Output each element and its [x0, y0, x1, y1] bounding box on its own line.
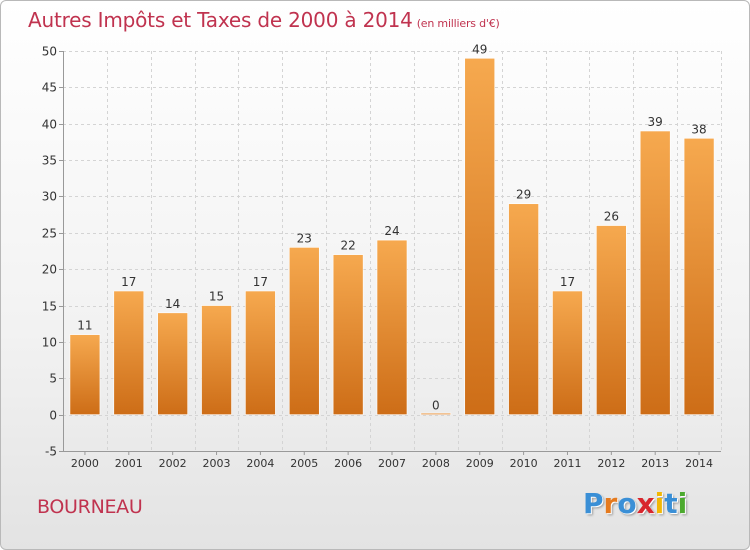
data-label: 23 — [297, 231, 312, 245]
data-label: 11 — [77, 319, 92, 333]
data-label: 38 — [691, 122, 706, 136]
logo-letter: i — [677, 487, 688, 520]
y-tick-label: 5 — [49, 372, 57, 386]
y-tick-label: 30 — [42, 190, 57, 204]
x-tick-label: 2008 — [422, 457, 450, 470]
x-tick-label: 2009 — [466, 457, 494, 470]
data-label: 22 — [340, 239, 355, 253]
y-tick-label: 25 — [42, 227, 57, 241]
data-label: 17 — [560, 275, 575, 289]
bar — [420, 412, 452, 415]
bar — [69, 334, 101, 415]
y-tick-label: 50 — [42, 45, 57, 59]
y-tick-label: 15 — [42, 300, 57, 314]
commune-name: BOURNEAU — [37, 496, 143, 518]
x-tick-label: 2003 — [203, 457, 231, 470]
bar — [596, 225, 627, 415]
y-tick-label: 35 — [42, 154, 57, 168]
bar — [288, 247, 320, 415]
y-tick-label: 40 — [42, 118, 57, 132]
x-tick-label: 2001 — [115, 457, 143, 470]
y-tick-label: -5 — [45, 445, 57, 459]
data-label: 26 — [604, 210, 619, 224]
logo-letter: r — [603, 487, 618, 520]
y-tick-label: 45 — [42, 81, 57, 95]
y-tick-label: 20 — [42, 263, 57, 277]
data-label: 15 — [209, 290, 224, 304]
logo-letter: t — [664, 487, 678, 520]
chart-title: Autres Impôts et Taxes de 2000 à 2014 (en… — [28, 8, 500, 32]
data-label: 24 — [384, 224, 399, 238]
data-label: 0 — [432, 399, 440, 413]
bar — [157, 312, 188, 415]
data-label: 17 — [253, 275, 268, 289]
bar — [332, 254, 364, 415]
bar — [113, 290, 145, 415]
data-label: 29 — [516, 188, 531, 202]
x-tick-label: 2007 — [378, 457, 406, 470]
logo-letter: x — [636, 487, 655, 520]
data-label: 39 — [648, 115, 663, 129]
x-tick-label: 2005 — [290, 457, 318, 470]
logo-letter: i — [654, 487, 665, 520]
data-labels: 11 17 14 15 17 23 22 24 0 49 29 17 26 39 38 — [77, 42, 706, 412]
x-tick-label: 2010 — [510, 457, 538, 470]
axes: -5 0 5 10 15 20 25 30 35 40 45 50 2000 2001 2002 2003 20… — [42, 45, 721, 470]
bar — [376, 239, 408, 415]
y-tick-label: 0 — [49, 409, 57, 423]
bar — [245, 290, 276, 415]
x-tick-label: 2012 — [597, 457, 625, 470]
bar — [464, 57, 496, 415]
chart-title-text: Autres Impôts et Taxes de 2000 à 2014 — [28, 8, 413, 32]
bar — [552, 290, 583, 415]
bar — [508, 203, 539, 415]
unit-note: (en milliers d'€) — [416, 17, 500, 30]
data-label: 14 — [165, 297, 180, 311]
bars — [69, 57, 715, 415]
x-tick-label: 2000 — [71, 457, 99, 470]
x-tick-label: 2013 — [641, 457, 669, 470]
bar — [683, 137, 715, 415]
logo-letter: P — [583, 487, 604, 520]
x-tick-label: 2014 — [685, 457, 713, 470]
x-tick-label: 2004 — [246, 457, 274, 470]
data-label: 17 — [121, 275, 136, 289]
proxiti-logo: Proxiti — [583, 487, 687, 520]
bar — [639, 130, 671, 415]
data-label: 49 — [472, 42, 487, 56]
x-tick-label: 2006 — [334, 457, 362, 470]
logo-letter: o — [617, 487, 637, 520]
bar — [201, 305, 232, 415]
x-tick-label: 2011 — [553, 457, 581, 470]
x-tick-label: 2002 — [159, 457, 187, 470]
y-tick-label: 10 — [42, 336, 57, 350]
